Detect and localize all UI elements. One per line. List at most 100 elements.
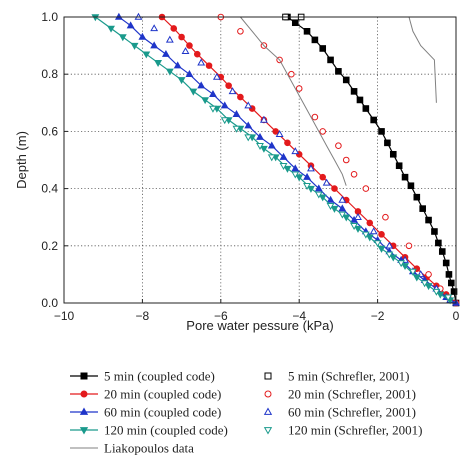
data-point: [311, 113, 319, 121]
data-point: [378, 231, 385, 238]
data-point: [436, 291, 445, 299]
data-point: [365, 234, 374, 242]
data-point: [382, 213, 389, 221]
series-group: [134, 12, 455, 303]
data-point: [318, 194, 327, 202]
legend-item: 5 min (Schrefler, 2001): [264, 369, 410, 384]
data-point: [303, 28, 311, 35]
data-point: [385, 251, 394, 259]
legend-label: 120 min (coupled code): [104, 423, 228, 438]
data-point: [220, 101, 229, 109]
data-point: [338, 195, 347, 203]
legend-label: Liakopoulos data: [104, 441, 194, 456]
data-point: [303, 172, 311, 180]
data-point: [373, 240, 382, 248]
data-point: [283, 165, 292, 173]
data-point: [350, 88, 358, 95]
data-point: [165, 68, 174, 76]
series-layer: [91, 12, 460, 307]
data-point: [307, 185, 315, 193]
series-group: [284, 13, 460, 307]
data-point: [272, 128, 279, 135]
data-point: [424, 283, 433, 291]
legend-item: 120 min (coupled code): [70, 423, 228, 438]
data-point: [279, 162, 288, 170]
legend-marker: [79, 427, 89, 435]
data-point: [335, 142, 342, 149]
data-point: [377, 245, 386, 253]
series-group: [209, 105, 453, 302]
data-point: [438, 248, 446, 255]
data-point: [450, 288, 458, 295]
data-point: [405, 242, 413, 250]
data-point: [338, 211, 347, 219]
data-point: [189, 88, 198, 96]
data-point: [209, 105, 217, 113]
series-group: [158, 13, 460, 307]
data-point: [389, 254, 398, 262]
series-group: [217, 13, 460, 307]
data-point: [275, 130, 284, 137]
data-point: [181, 47, 190, 55]
data-point: [185, 69, 194, 77]
data-point: [354, 225, 362, 233]
data-point: [401, 263, 409, 271]
data-point: [354, 212, 362, 220]
data-point: [267, 141, 276, 149]
legend: 5 min (coupled code) 5 min (Schrefler, 20…: [70, 369, 423, 456]
data-point: [319, 128, 327, 135]
data-point: [295, 174, 304, 182]
axis-ticks: −10 −8 −6 −4 −2 0 0.0 0.2 0.4 0.6 0.8 1.0: [41, 10, 459, 323]
data-point: [197, 81, 206, 89]
data-point: [314, 191, 323, 199]
legend-item: 20 min (coupled code): [70, 387, 221, 402]
data-point: [170, 25, 178, 32]
data-point: [385, 241, 394, 249]
data-point: [425, 216, 432, 224]
series-group: [240, 16, 347, 186]
data-point: [369, 227, 378, 235]
y-tick-label: 0.6: [41, 124, 58, 138]
legend-item: 120 min (Schrefler, 2001): [263, 423, 423, 438]
data-point: [378, 128, 385, 135]
data-point: [118, 34, 127, 42]
data-point: [225, 82, 232, 89]
plot-frame: [63, 16, 457, 304]
data-point: [161, 49, 170, 57]
data-point: [350, 171, 358, 178]
x-axis-title: Pore water pessure (kPa): [186, 318, 333, 333]
data-point: [259, 115, 268, 123]
data-point: [256, 142, 264, 150]
data-point: [244, 134, 253, 142]
data-point: [432, 288, 441, 296]
data-point: [259, 145, 268, 153]
data-point: [420, 280, 429, 288]
data-point: [401, 173, 409, 181]
legend-label: 5 min (coupled code): [104, 369, 215, 384]
y-tick-label: 0.2: [41, 239, 58, 253]
data-point: [442, 259, 450, 267]
data-point: [342, 156, 350, 164]
legend-marker: [80, 390, 88, 398]
y-axis-title: Depth (m): [14, 131, 29, 189]
y-tick-label: 0.8: [41, 67, 58, 81]
data-point: [330, 205, 339, 213]
data-point: [291, 19, 299, 27]
data-point: [389, 150, 397, 158]
series-group: [408, 16, 437, 103]
data-point: [326, 195, 335, 203]
data-point: [435, 239, 442, 247]
data-point: [407, 182, 415, 190]
series-line: [240, 16, 347, 186]
data-point: [338, 204, 347, 212]
data-point: [413, 193, 421, 201]
data-point: [138, 32, 147, 40]
data-point: [361, 231, 370, 239]
data-point: [291, 164, 300, 172]
x-tick-label: −6: [214, 309, 228, 323]
data-point: [307, 164, 315, 172]
y-tick-label: 0.0: [41, 296, 58, 310]
data-point: [326, 203, 335, 210]
data-point: [279, 152, 288, 160]
